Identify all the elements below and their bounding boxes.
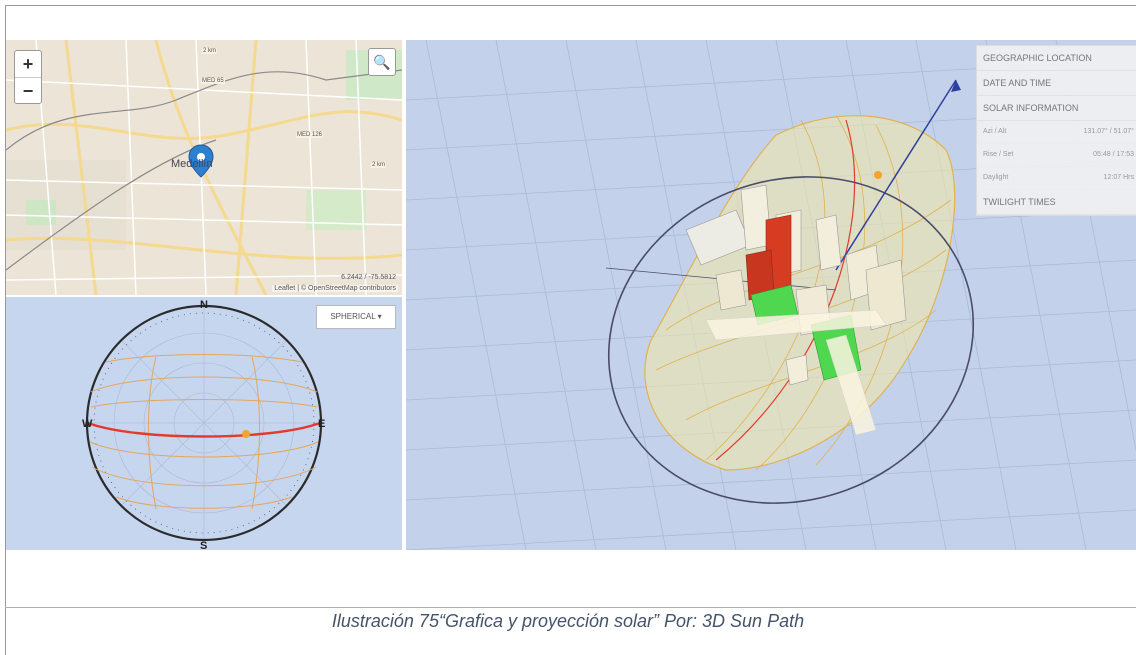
road-label: MED 65 xyxy=(201,78,225,84)
sun-icon xyxy=(242,430,250,438)
current-day-arc xyxy=(715,119,856,461)
horizon-circle xyxy=(85,304,323,542)
azi-alt-row: Azi / Alt 131.07° / 51.07° xyxy=(977,121,1136,144)
azi-alt-value: 131.07° / 51.07° xyxy=(1083,128,1134,135)
projection-dropdown[interactable]: SPHERICAL ▾ xyxy=(316,305,396,329)
zoom-out-button[interactable]: − xyxy=(15,77,41,104)
map-attribution[interactable]: Leaflet | © OpenStreetMap contributors xyxy=(272,285,398,292)
map-search-button[interactable]: 🔍 xyxy=(368,48,396,76)
3d-scene-canvas xyxy=(406,40,1136,550)
current-day-path xyxy=(87,421,321,438)
info-panel: GEOGRAPHIC LOCATION DATE AND TIME SOLAR … xyxy=(976,45,1136,216)
scale-label: 2 km xyxy=(202,48,218,54)
zoom-in-button[interactable]: + xyxy=(22,54,34,74)
twilight-times-header[interactable]: TWILIGHT TIMES xyxy=(977,190,1136,215)
sun-direction-line xyxy=(835,79,957,271)
west-label: W xyxy=(82,418,93,430)
location-label: Medellín xyxy=(171,158,213,170)
south-label: S xyxy=(200,540,207,550)
daylight-label: Daylight xyxy=(983,174,1009,181)
map-coordinates: 6.2442 / -75.5812 xyxy=(341,274,396,281)
date-time-header[interactable]: DATE AND TIME xyxy=(977,71,1136,96)
spherical-sun-path-diagram: N S W E xyxy=(82,299,325,550)
sun-path-diagram-panel: N S W E SPHERICAL ▾ xyxy=(6,297,402,550)
north-label: N xyxy=(200,299,208,311)
map-panel[interactable]: + − 🔍 Medellín MED 65 MED 126 2 km 2 km … xyxy=(6,40,402,295)
top-border xyxy=(5,5,1136,6)
rise-set-label: Rise / Set xyxy=(983,151,1014,158)
daylight-value: 12:07 Hrs xyxy=(1103,174,1134,181)
left-border xyxy=(5,5,6,655)
caption-divider xyxy=(5,607,1136,608)
rise-set-row: Rise / Set 05:48 / 17:53 xyxy=(977,144,1136,167)
solar-information-header[interactable]: SOLAR INFORMATION xyxy=(977,96,1136,121)
3d-sun-path-view[interactable]: GEOGRAPHIC LOCATION DATE AND TIME SOLAR … xyxy=(406,40,1136,550)
sun-path-band xyxy=(89,354,319,510)
sun-icon xyxy=(874,171,882,179)
zoom-control: + − xyxy=(14,50,42,104)
east-label: E xyxy=(318,418,325,430)
azi-alt-label: Azi / Alt xyxy=(983,128,1007,135)
figure-caption: Ilustración 75“Grafica y proyección sola… xyxy=(331,611,805,631)
diagram-grid xyxy=(86,305,322,541)
horizon-ring xyxy=(607,176,975,504)
sun-path-screenshot: + − 🔍 Medellín MED 65 MED 126 2 km 2 km … xyxy=(6,40,1136,550)
street-map xyxy=(6,40,402,295)
search-icon: 🔍 xyxy=(373,54,391,70)
sun-direction-arrow-icon xyxy=(951,80,961,92)
geographic-location-header[interactable]: GEOGRAPHIC LOCATION xyxy=(977,46,1136,71)
rise-set-value: 05:48 / 17:53 xyxy=(1093,151,1134,158)
daylight-row: Daylight 12:07 Hrs xyxy=(977,167,1136,190)
scale-label: 2 km xyxy=(371,162,387,168)
road-label: MED 126 xyxy=(296,132,324,138)
